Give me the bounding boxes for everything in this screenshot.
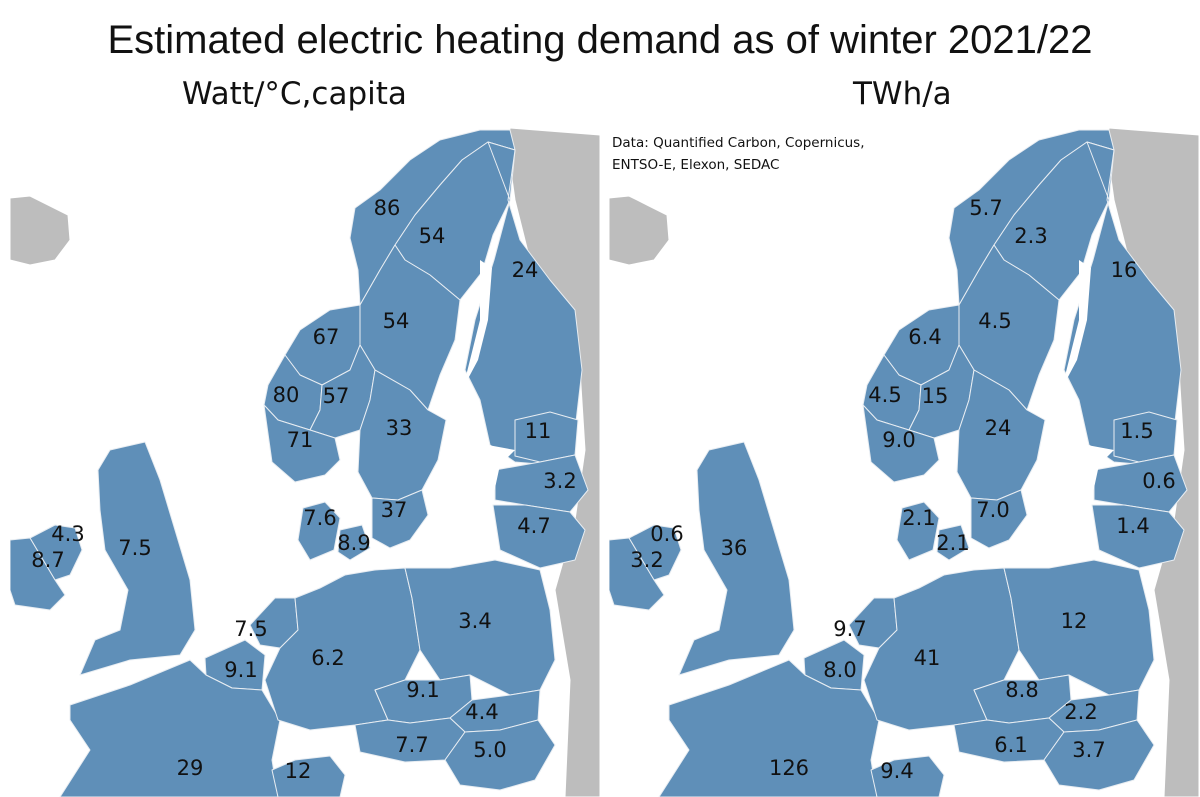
value-label-fi: 24: [511, 258, 539, 282]
value-label-se-southmost: 37: [380, 498, 408, 522]
value-label-pl: 12: [1060, 609, 1088, 633]
value-label-fr: 126: [768, 756, 810, 780]
europe-map: [10, 127, 600, 797]
data-source-note: Data: Quantified Carbon, Copernicus, ENT…: [612, 132, 912, 176]
region-dk-east: [337, 524, 371, 561]
page-title: Estimated electric heating demand as of …: [107, 18, 1093, 62]
value-label-dk-east: 2.1: [936, 531, 970, 555]
value-label-no-north: 5.7: [969, 196, 1003, 220]
value-label-ch: 9.4: [880, 759, 914, 783]
region-ni: [609, 537, 665, 611]
value-label-cz: 8.8: [1005, 678, 1039, 702]
data-source-line-2: ENTSO-E, Elexon, SEDAC: [612, 157, 780, 173]
region-ch: [870, 755, 945, 797]
baltic-sea: [1029, 260, 1114, 535]
left-map-unit-label: Watt/°C,capita: [182, 76, 407, 112]
europe-map: [609, 127, 1199, 797]
value-label-no-west: 80: [272, 383, 300, 407]
value-label-fi: 16: [1110, 258, 1138, 282]
value-label-se-mid: 54: [382, 309, 410, 333]
value-label-at: 6.1: [994, 733, 1028, 757]
iceland-land: [609, 195, 670, 266]
value-label-no-south: 71: [286, 428, 314, 452]
region-se-south: [956, 369, 1046, 501]
region-gb: [79, 441, 196, 676]
value-label-gb: 7.5: [118, 536, 152, 560]
region-dk-west: [297, 501, 341, 561]
value-label-gb: 36: [720, 536, 748, 560]
region-gb: [678, 441, 795, 676]
value-label-hu: 3.7: [1072, 738, 1106, 762]
value-label-ie: 0.6: [650, 522, 684, 546]
value-label-no-east: 15: [921, 384, 949, 408]
value-label-de: 41: [913, 646, 941, 670]
region-se-south: [357, 369, 447, 501]
value-label-fr: 29: [176, 756, 204, 780]
right-map-unit-label: TWh/a: [853, 76, 952, 112]
region-no-south: [862, 404, 940, 483]
value-label-hu: 5.0: [473, 738, 507, 762]
value-label-ee: 11: [524, 419, 552, 443]
value-label-de: 6.2: [311, 646, 345, 670]
value-label-be: 8.0: [823, 658, 857, 682]
data-source-line-1: Data: Quantified Carbon, Copernicus,: [612, 135, 865, 151]
value-label-se-mid: 4.5: [978, 309, 1012, 333]
value-label-no-mid: 67: [312, 325, 340, 349]
value-label-sk: 2.2: [1064, 700, 1098, 724]
region-se-southmost: [371, 489, 429, 549]
region-lt: [1091, 504, 1185, 569]
region-lt: [492, 504, 586, 569]
value-label-no-south: 9.0: [882, 428, 916, 452]
value-label-dk-west: 2.1: [902, 506, 936, 530]
value-label-se-south: 33: [385, 416, 413, 440]
value-label-lv: 3.2: [543, 469, 577, 493]
value-label-ie: 4.3: [51, 522, 85, 546]
region-dk-east: [936, 524, 970, 561]
baltic-sea: [430, 260, 515, 535]
region-ni: [10, 537, 66, 611]
value-label-no-north: 86: [373, 196, 401, 220]
region-lv: [494, 454, 589, 513]
value-label-ni: 8.7: [31, 548, 65, 572]
value-label-be: 9.1: [224, 658, 258, 682]
region-ch: [271, 755, 346, 797]
value-label-nl: 9.7: [833, 617, 867, 641]
value-label-nl: 7.5: [234, 617, 268, 641]
value-label-se-southmost: 7.0: [976, 498, 1010, 522]
value-label-ee: 1.5: [1120, 419, 1154, 443]
region-no-south: [263, 404, 341, 483]
value-label-no-west: 4.5: [868, 383, 902, 407]
value-label-at: 7.7: [395, 733, 429, 757]
value-label-dk-west: 7.6: [303, 506, 337, 530]
value-label-dk-east: 8.9: [337, 531, 371, 555]
value-label-lt: 1.4: [1116, 514, 1150, 538]
value-label-lt: 4.7: [517, 514, 551, 538]
region-lv: [1093, 454, 1188, 513]
value-label-no-mid: 6.4: [908, 325, 942, 349]
value-label-se-south: 24: [984, 416, 1012, 440]
left-map-panel: 86 54 24 54 67 80 57 71 33 11 3.2 4.7 7.6 37 8.9 4.3 8.7…: [10, 120, 600, 797]
region-hu: [1043, 719, 1155, 791]
value-label-cz: 9.1: [406, 678, 440, 702]
region-hu: [444, 719, 556, 791]
iceland-land: [10, 195, 71, 266]
value-label-ni: 3.2: [630, 548, 664, 572]
region-se-southmost: [970, 489, 1028, 549]
value-label-ch: 12: [284, 759, 312, 783]
right-map-panel: 5.7 2.3 16 4.5 6.4 4.5 15 9.0 24 1.5 0.6 1.4 2.1 7.0 2…: [609, 120, 1199, 797]
value-label-se-north: 2.3: [1014, 224, 1048, 248]
value-label-se-north: 54: [418, 224, 446, 248]
value-label-sk: 4.4: [465, 700, 499, 724]
value-label-no-east: 57: [322, 384, 350, 408]
value-label-lv: 0.6: [1142, 469, 1176, 493]
value-label-pl: 3.4: [458, 609, 492, 633]
region-dk-west: [896, 501, 940, 561]
